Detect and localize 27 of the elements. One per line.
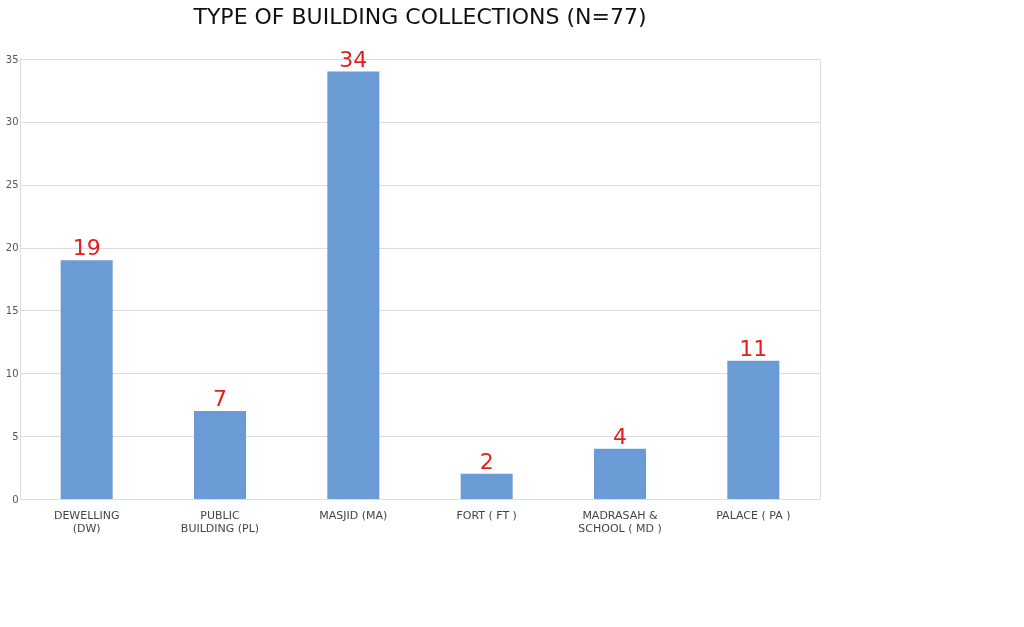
x-tick-label: PUBLIC BUILDING (PL) <box>180 508 260 535</box>
x-tick-label: PALACE ( PA ) <box>716 508 791 522</box>
x-tick-label: FORT ( FT ) <box>456 508 517 522</box>
x-tick-label: MADRASAH & SCHOOL ( MD ) <box>578 508 662 535</box>
y-tick-label: 5 <box>12 430 19 442</box>
data-label: 4 <box>613 423 627 449</box>
y-tick-label: 30 <box>5 116 19 128</box>
bar <box>194 411 246 499</box>
y-tick-label: 35 <box>5 53 19 65</box>
y-tick-label: 10 <box>5 367 19 379</box>
data-label: 11 <box>739 335 768 361</box>
x-tick-label: MASJID (MA) <box>319 508 388 522</box>
bar <box>727 360 780 499</box>
data-label: 7 <box>213 386 227 411</box>
y-tick-label: 0 <box>12 493 19 505</box>
bar <box>460 473 513 499</box>
x-tick-label: DEWELLING (DW) <box>53 508 120 535</box>
chart-title: TYPE OF BUILDING COLLECTIONS (N=77) <box>192 3 647 29</box>
bar <box>327 71 380 499</box>
data-label: 2 <box>479 448 494 474</box>
bar <box>594 448 646 499</box>
y-tick-label: 20 <box>5 242 19 254</box>
bar <box>60 260 113 499</box>
y-tick-label: 25 <box>5 179 19 191</box>
data-label: 19 <box>72 235 101 261</box>
data-label: 34 <box>339 46 368 72</box>
y-tick-label: 15 <box>5 304 19 316</box>
